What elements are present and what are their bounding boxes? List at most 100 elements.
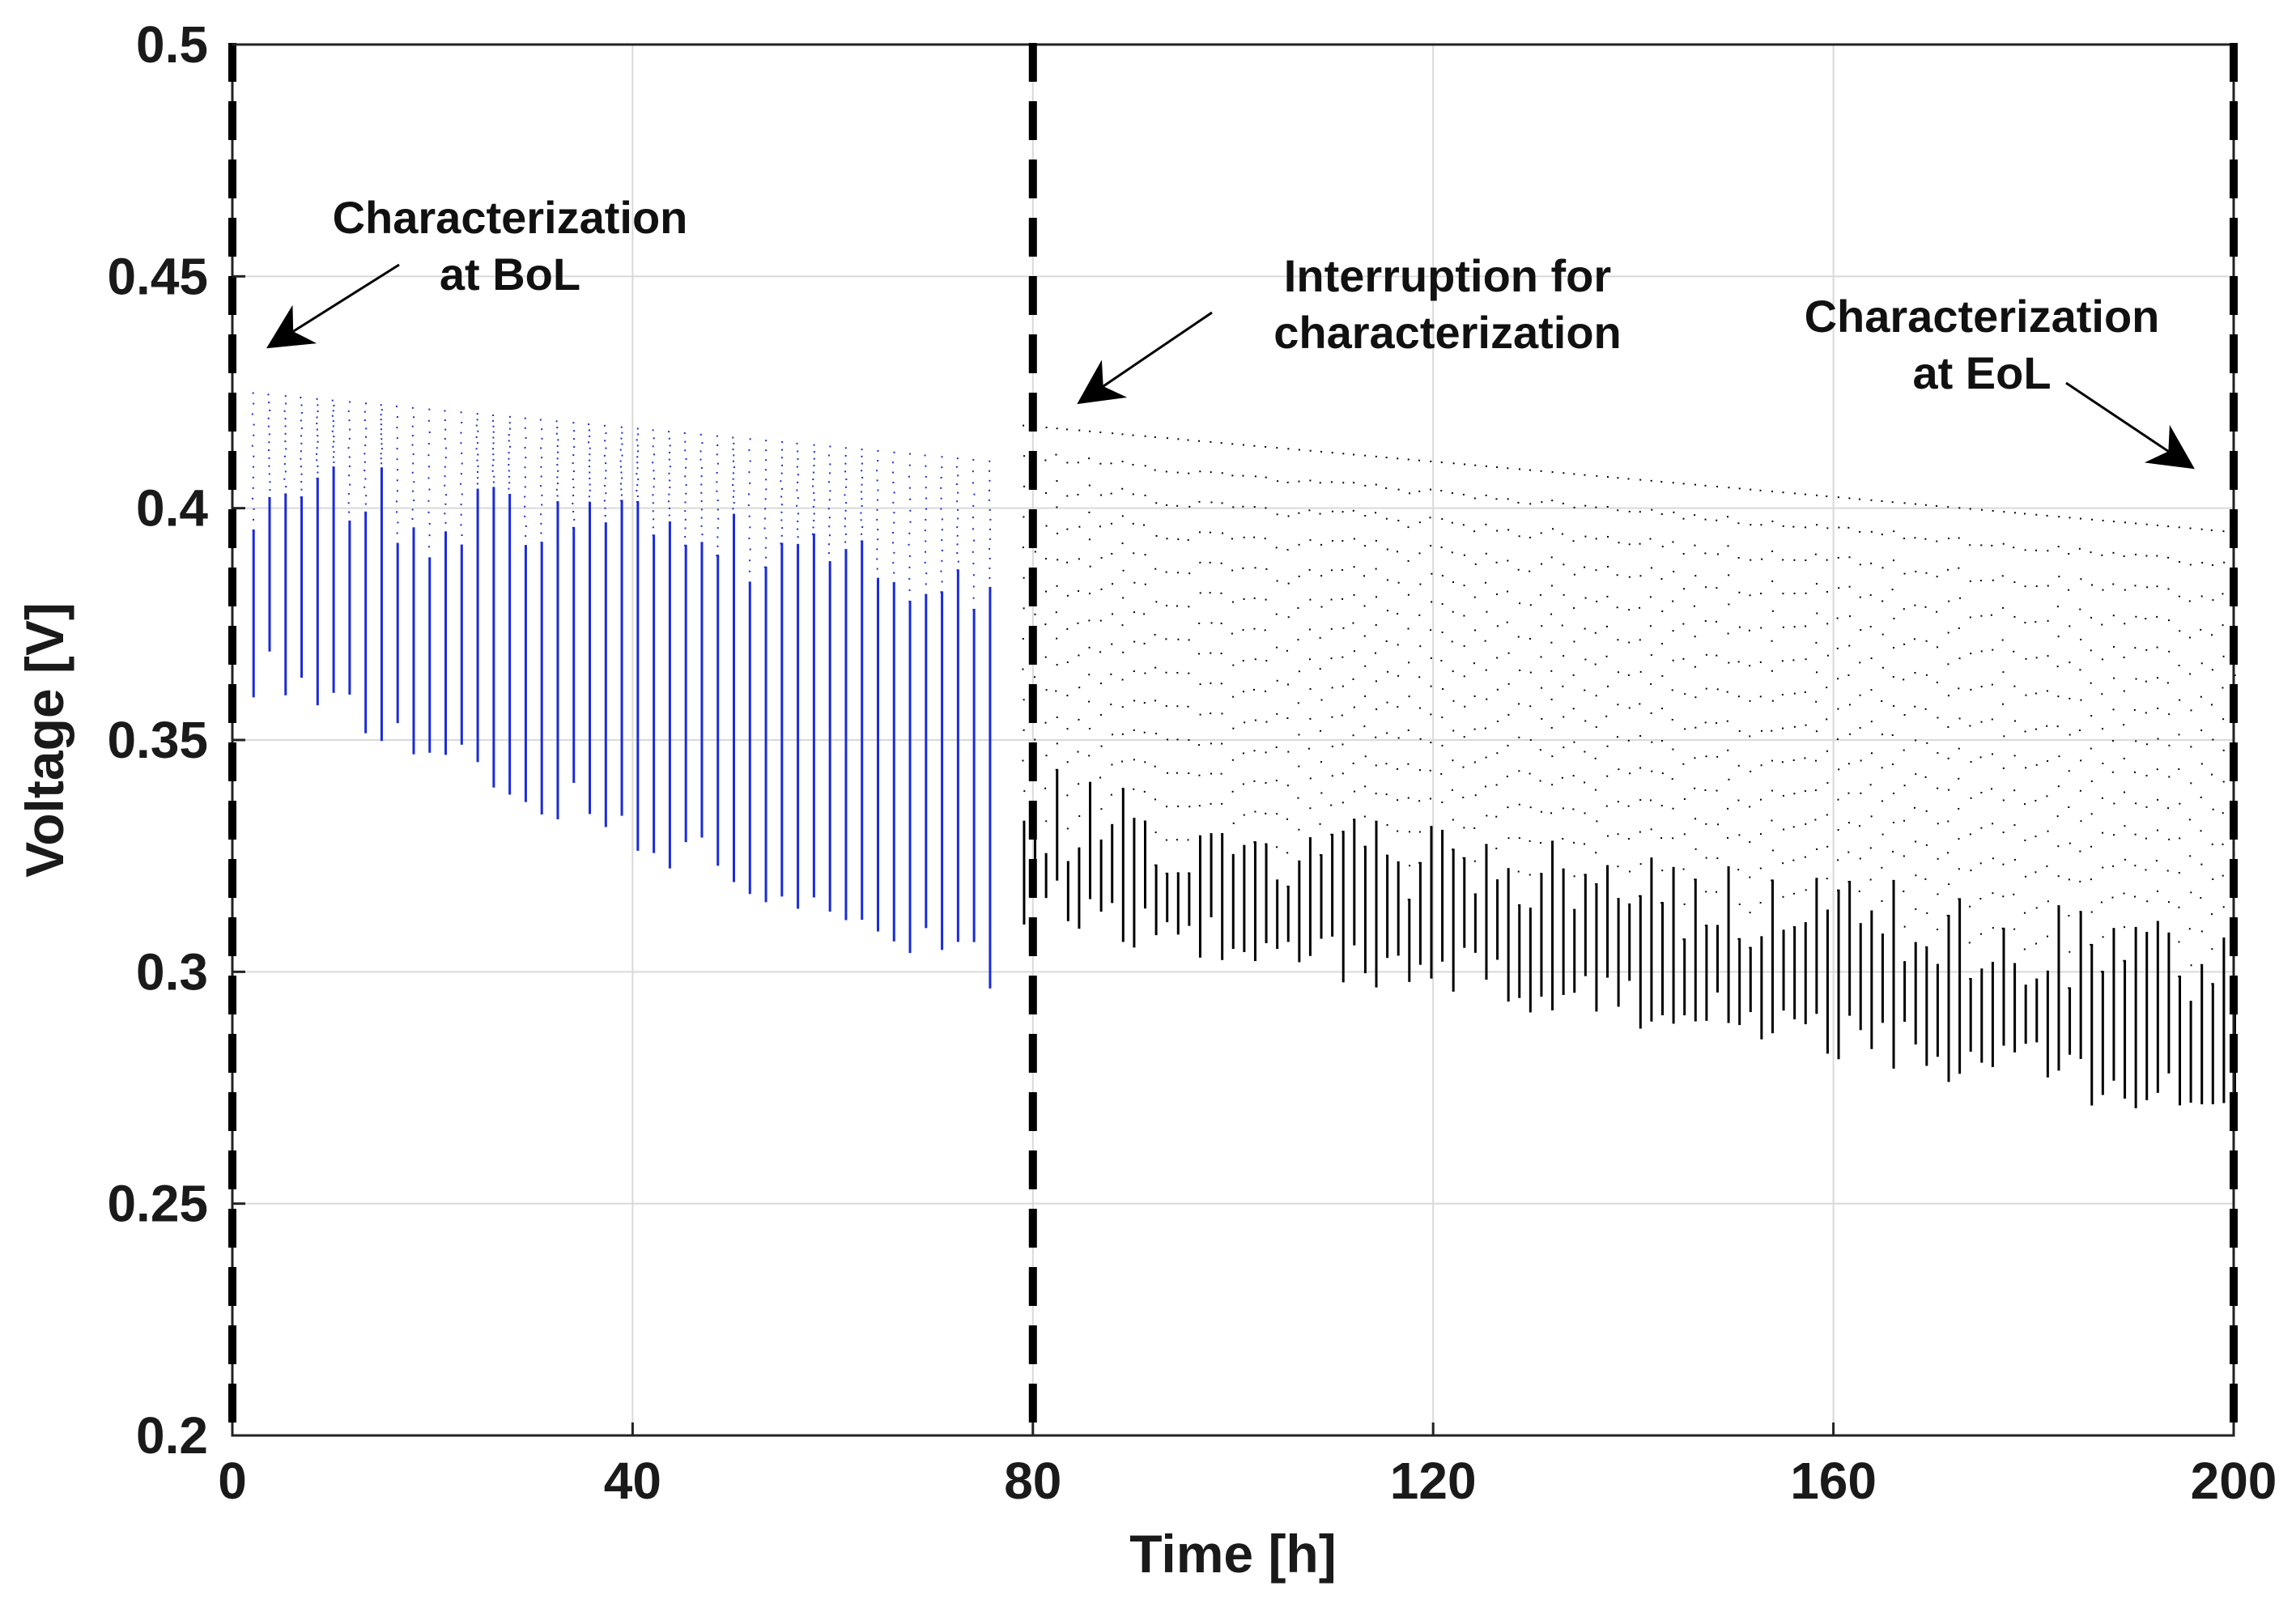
data-point [2211,983,2213,985]
data-point [1749,594,1751,597]
data-point [1319,668,1321,670]
data-point [1893,792,1895,794]
data-point [1165,571,1167,573]
cycle-stripe [1804,922,1807,1025]
data-point [1992,927,1994,929]
data-point [699,458,702,461]
data-point [716,490,718,492]
data-point [1166,538,1168,540]
data-point [1254,658,1256,661]
data-point [2068,878,2070,881]
data-point [1187,439,1189,441]
data-point [1253,506,1256,508]
data-point [1915,840,1917,843]
data-point [284,470,287,473]
cycle-stripe [2156,921,2159,1093]
data-point [1044,656,1047,658]
data-point [684,501,687,504]
data-point [1594,632,1597,634]
data-point [1144,554,1146,556]
data-point [1737,661,1740,663]
data-point [1815,583,1818,585]
data-point [1397,737,1400,739]
data-point [2133,895,2136,898]
data-point [2134,647,2137,649]
data-point [1903,537,1906,539]
data-point [1826,878,1828,880]
cycle-stripe [1870,910,1873,1049]
data-point [925,487,927,489]
data-point [1958,898,1960,900]
data-point [1231,538,1233,540]
data-point [508,494,511,496]
data-point [2001,575,2004,577]
data-point [1133,759,1135,761]
data-point [317,471,319,474]
data-point [427,511,430,513]
data-point [845,502,848,504]
data-point [2101,797,2103,799]
data-point [2157,798,2159,801]
cycle-stripe [1892,879,1895,1069]
data-point [829,445,831,448]
data-point [1066,695,1069,697]
data-point [1651,741,1653,743]
data-point [1353,566,1355,568]
data-point [1584,720,1587,722]
data-point [1946,914,1949,916]
data-point [1198,805,1201,807]
data-point [1354,790,1356,793]
data-point [1364,454,1367,457]
data-point [1320,543,1323,546]
data-point [300,481,303,483]
data-point [619,449,622,451]
data-point [492,459,495,461]
data-point [1221,742,1223,745]
data-point [1936,610,1938,613]
data-point [668,472,670,474]
data-point [1298,449,1300,451]
x-tick-label: 0 [218,1452,247,1510]
data-point [1056,742,1058,745]
data-point [380,423,382,426]
data-point [1639,703,1641,705]
data-point [1188,738,1190,741]
data-point [477,471,479,474]
data-point [1705,653,1707,656]
data-point [2035,871,2037,874]
data-point [1981,968,1983,971]
data-point [1154,700,1156,702]
data-point [1177,438,1180,440]
data-point [1913,806,1915,809]
y-axis-ticks: 0.20.250.30.350.40.450.5 [107,15,245,1465]
data-point [411,444,414,446]
data-point [1903,502,1906,504]
data-point [396,469,398,471]
data-point [2168,650,2171,653]
data-point [1188,806,1191,808]
data-point [2200,796,2202,798]
data-point [1441,632,1444,634]
data-point [540,542,542,544]
data-point [636,495,639,498]
data-point [1375,793,1377,795]
data-point [908,543,910,546]
data-point [1298,765,1300,768]
data-point [1815,700,1818,703]
data-point [2156,585,2158,588]
data-point [669,451,671,453]
data-point [1451,521,1453,524]
data-point [1618,768,1620,771]
cycle-stripe [1617,898,1620,1007]
data-point [444,512,446,515]
data-point [1353,482,1355,484]
data-point [2079,517,2081,520]
data-point [1749,946,1751,949]
data-point [1540,532,1542,534]
data-point [1264,690,1266,692]
data-point [1430,657,1432,659]
data-point [1286,785,1289,787]
data-point [1485,669,1487,671]
data-point [1881,567,1884,569]
